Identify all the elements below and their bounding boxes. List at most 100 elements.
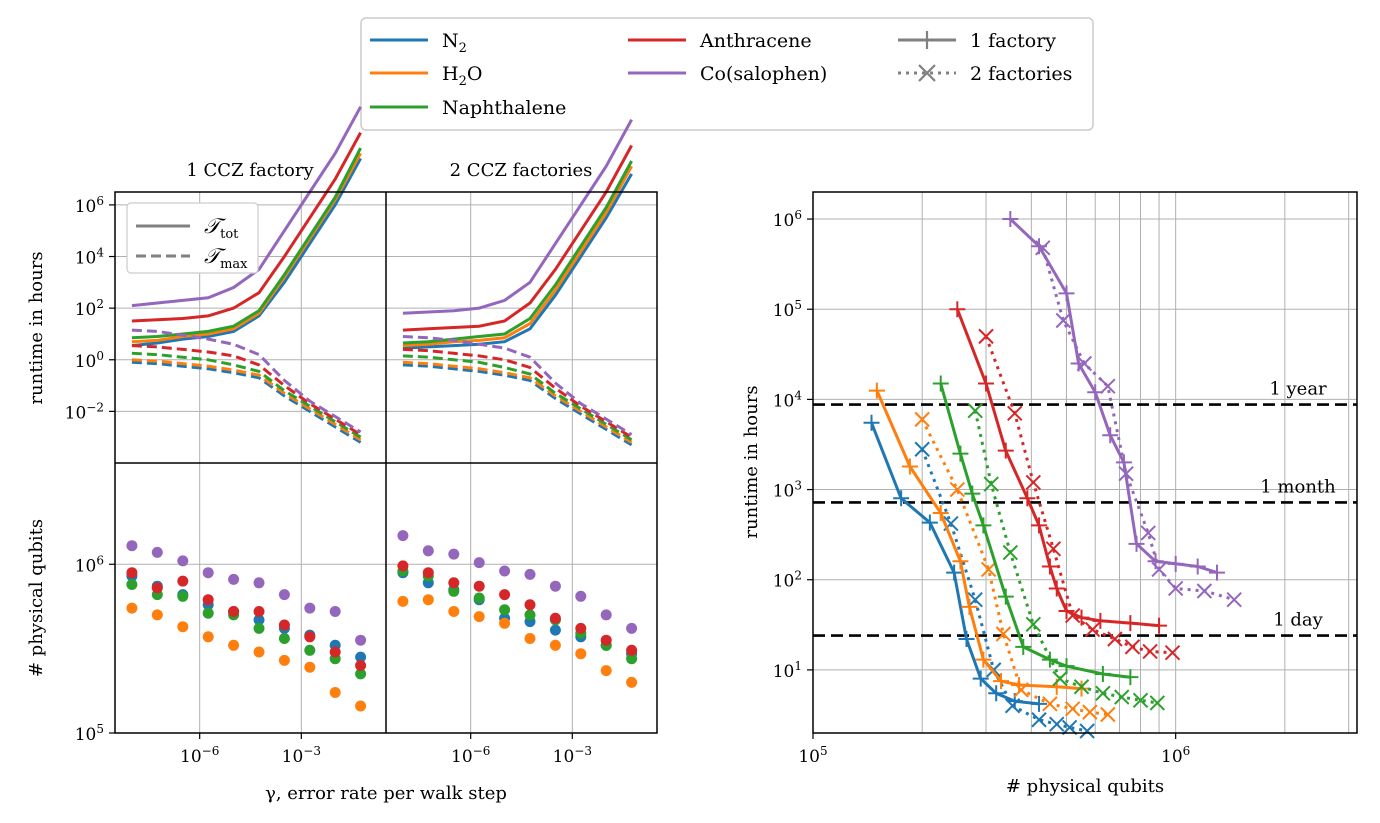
x-marker-N2 — [1004, 698, 1021, 714]
left-frames — [114, 191, 658, 734]
ytick-label: 101 — [773, 659, 802, 682]
panel-title-1: 1 CCZ factory — [186, 160, 314, 181]
qubit-point-H2O — [202, 631, 214, 643]
legend-factory-label-1: 1 factory — [970, 30, 1056, 52]
left-figure: 1 CCZ factory 2 CCZ factories 1061041021… — [26, 106, 658, 804]
qubit-point-Cosalophen — [278, 589, 290, 601]
qubit-point-Cosalophen — [448, 548, 460, 560]
plus-marker-Naphthalene — [1122, 669, 1139, 686]
ytick-label: 102 — [75, 297, 104, 320]
x-marker-Anthracene — [1107, 631, 1123, 647]
x-marker-Naphthalene — [1002, 544, 1019, 561]
plus-marker-Naphthalene — [1041, 651, 1058, 668]
tot-line-H2O — [402, 165, 633, 348]
qubit-point-H2O — [126, 602, 138, 614]
plus-marker-H2O — [1011, 676, 1028, 693]
right-frame — [812, 191, 1358, 734]
tot-line-Naphthalene — [131, 147, 362, 340]
x-marker-Anthracene — [1164, 645, 1181, 661]
xtick-label: 10−6 — [451, 744, 490, 767]
qubit-point-H2O — [524, 633, 536, 644]
x-marker-H2O — [1064, 701, 1081, 717]
qubit-point-Anthracene — [126, 567, 138, 579]
qubit-point-H2O — [177, 621, 189, 633]
max-line-Naphthalene — [131, 351, 362, 439]
plus-marker-H2O — [932, 504, 949, 521]
x-marker-H2O — [1013, 682, 1029, 698]
plus-marker-N2 — [972, 670, 989, 687]
qubit-point-H2O — [549, 639, 561, 651]
plus-marker-Anthracene — [1092, 612, 1109, 629]
qubit-point-H2O — [151, 609, 163, 621]
plus-marker-Naphthalene — [1015, 638, 1032, 655]
tot-line-Anthracene — [402, 144, 633, 332]
plus-marker-Naphthalene — [964, 485, 981, 502]
qubit-point-Cosalophen — [549, 580, 561, 592]
right-figure: 1 year 1 month 1 day 106 105 104 103 102 101 105… — [741, 191, 1358, 797]
qubit-point-Anthracene — [278, 619, 290, 631]
plus-marker-Cosalophen — [1189, 558, 1206, 575]
ytick-label: 103 — [773, 479, 802, 502]
plus-marker-Anthracene — [1048, 580, 1065, 597]
x-marker-H2O — [949, 481, 966, 498]
qubit-point-Anthracene — [202, 594, 214, 606]
qubit-point-Cosalophen — [177, 555, 189, 567]
right-ticks: 106 105 104 103 102 101 105 106 — [773, 208, 1191, 767]
ytick-label: 100 — [75, 349, 104, 372]
max-line-Naphthalene — [402, 354, 633, 442]
qubit-point-Cosalophen — [126, 540, 138, 552]
max-line-Cosalophen — [131, 328, 362, 434]
ytick-label: 105 — [75, 722, 104, 745]
qubit-point-Cosalophen — [253, 577, 265, 589]
qubit-point-N2 — [355, 651, 367, 663]
hline-label-0: 1 year — [1269, 379, 1327, 400]
qubit-point-Anthracene — [397, 560, 409, 572]
plus-marker-Anthracene — [1019, 490, 1036, 507]
qubit-point-Anthracene — [355, 660, 367, 671]
qubit-point-Anthracene — [228, 606, 240, 617]
qubit-point-Cosalophen — [228, 573, 240, 585]
qubit-point-Naphthalene — [524, 609, 536, 621]
plus-marker-Cosalophen — [1128, 535, 1145, 552]
plus-marker-N2 — [1031, 695, 1048, 712]
legend-label-H2O: H2O — [442, 63, 482, 89]
x-marker-Anthracene — [1124, 639, 1141, 655]
qubit-point-N2 — [253, 614, 265, 626]
qubit-point-Cosalophen — [397, 530, 409, 542]
plus-marker-Naphthalene — [997, 588, 1014, 605]
top-legend-frame — [360, 17, 1094, 131]
ytick-label: 106 — [75, 194, 104, 217]
right-xlabel: # physical qubits — [1006, 776, 1164, 797]
plus-marker-Anthracene — [978, 375, 995, 392]
plus-marker-Cosalophen — [1102, 427, 1119, 444]
legend-molecule-entries: N2 H2O Naphthalene Anthracene Co(salophen) — [370, 30, 827, 119]
left-bottom-ylabel: # physical qubits — [26, 519, 47, 677]
qubit-point-Anthracene — [473, 580, 485, 592]
qubit-point-Naphthalene — [126, 579, 138, 590]
qubit-point-H2O — [304, 661, 316, 673]
plus-marker-Cosalophen — [1167, 555, 1184, 572]
max-line-N2 — [131, 360, 362, 444]
series-line-Cosalophen-2 — [1041, 247, 1235, 602]
qubit-point-H2O — [228, 639, 240, 651]
plus-marker-Anthracene — [949, 301, 966, 318]
qubit-point-Cosalophen — [600, 609, 612, 621]
plus-marker-N2 — [988, 685, 1005, 702]
x-marker-Naphthalene — [1073, 679, 1090, 695]
qubit-point-Naphthalene — [253, 622, 265, 634]
qubit-point-Anthracene — [600, 634, 612, 646]
qubit-point-H2O — [600, 665, 612, 677]
left-xlabel: γ, error rate per walk step — [265, 783, 507, 804]
x-marker-H2O — [980, 561, 997, 578]
max-line-H2O — [131, 358, 362, 442]
max-line-H2O — [402, 360, 633, 444]
plus-marker-N2 — [921, 514, 938, 531]
xtick-label: 106 — [1161, 744, 1190, 767]
qubit-point-Naphthalene — [473, 592, 485, 604]
x-marker-Naphthalene — [1095, 685, 1111, 702]
legend-label-N2: N2 — [442, 30, 467, 56]
legend-factory-label-2: 2 factories — [970, 63, 1072, 85]
ytick-label: 104 — [75, 246, 105, 269]
left-top-ylabel: runtime in hours — [26, 251, 47, 404]
